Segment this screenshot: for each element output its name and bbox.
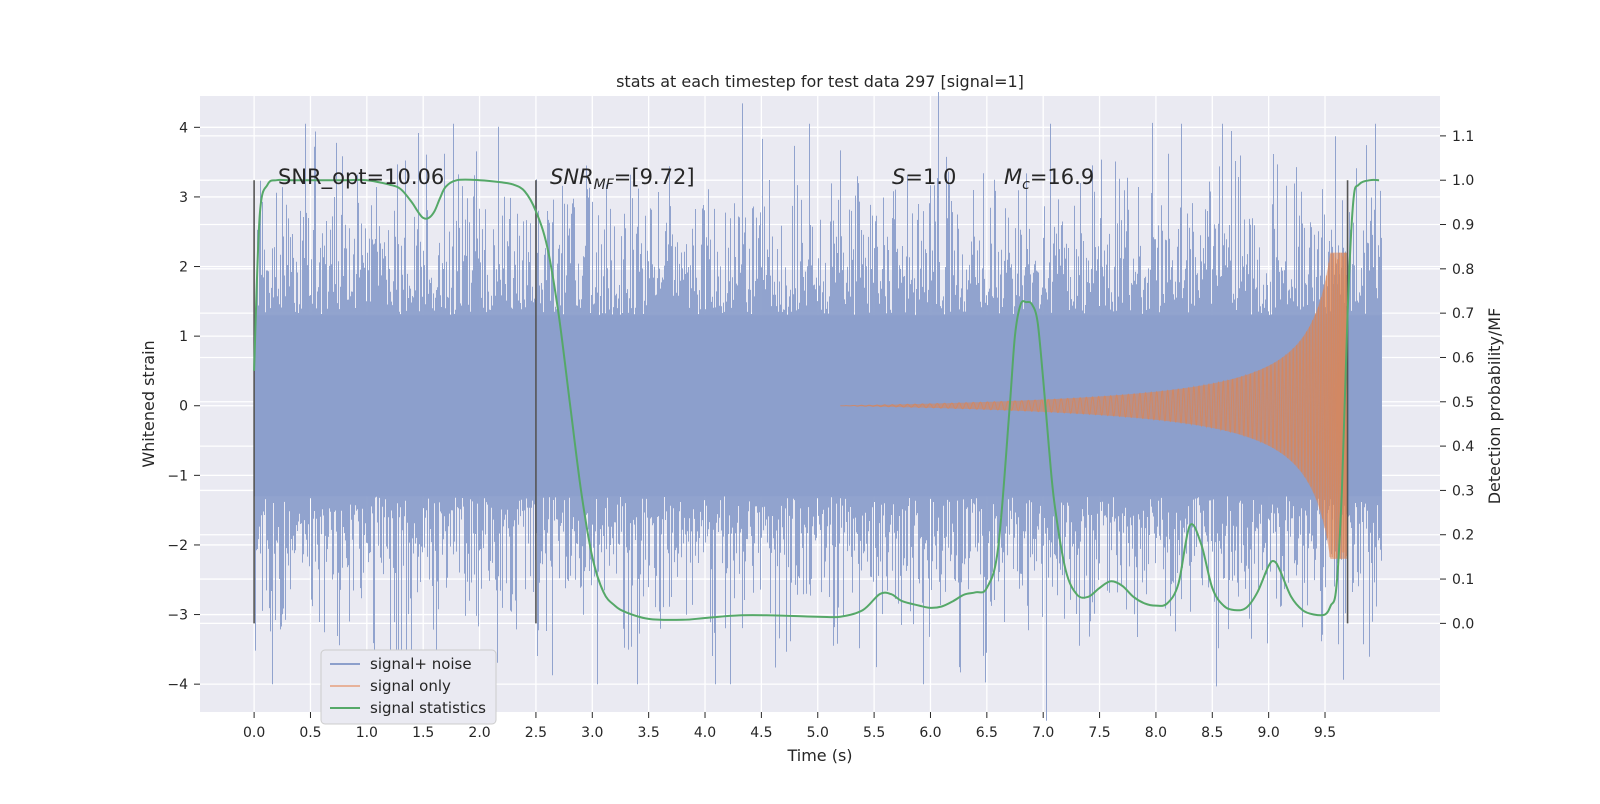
y2-axis-ticks: 1.1 1.0 0.9 0.8 0.7 0.6 0.5 0.4 0.3 0.2 0.1 0.0: [1440, 129, 1474, 632]
legend-box: [320, 649, 497, 725]
x-tick-label: 6.5: [976, 725, 998, 741]
y-tick-label: −1: [167, 468, 188, 484]
y2-tick-label: 1.0: [1452, 173, 1474, 189]
y2-tick-label: 1.1: [1452, 129, 1474, 145]
y2-tick-label: 0.6: [1452, 350, 1474, 366]
x-tick-label: 6.0: [919, 725, 941, 741]
signal-oscillation: [840, 252, 1348, 559]
y2-tick-label: 0.8: [1452, 262, 1474, 278]
x-axis-ticks: 0.0 0.5 1.0 1.5 2.0 2.5 3.0 3.5 4.0 4.5 5.0 5.5 6.0 6…: [243, 712, 1336, 741]
y2-tick-label: 0.4: [1452, 439, 1474, 455]
chart-title: stats at each timestep for test data 297…: [616, 72, 1024, 91]
y-tick-label: −4: [167, 677, 188, 693]
y2-tick-label: 0.0: [1452, 616, 1474, 632]
legend-label-signal-statistics: signal statistics: [370, 699, 486, 717]
x-tick-label: 2.0: [468, 725, 490, 741]
x-tick-label: 7.0: [1032, 725, 1054, 741]
y2-tick-label: 0.5: [1452, 395, 1474, 411]
annotation-mc-value: =16.9: [1030, 165, 1094, 189]
annotation-snr-mf-main: SNR: [550, 165, 594, 189]
vertical-markers: [253, 180, 1349, 624]
y2-tick-label: 0.3: [1452, 483, 1474, 499]
x-tick-label: 5.0: [807, 725, 829, 741]
annotation-s: S=1.0: [892, 165, 956, 189]
x-tick-label: 3.5: [638, 725, 660, 741]
y-tick-label: 4: [179, 120, 188, 136]
legend-label-signal-only: signal only: [370, 677, 451, 695]
x-axis-label: Time (s): [786, 746, 852, 765]
annotation-snr-mf-sub: MF: [594, 177, 615, 193]
y2-tick-label: 0.2: [1452, 528, 1474, 544]
x-tick-label: 4.5: [750, 725, 772, 741]
x-tick-label: 8.5: [1201, 725, 1223, 741]
annotation-mc-main: M: [1004, 165, 1022, 189]
stats-line: [253, 178, 1380, 621]
y-tick-label: −2: [167, 538, 188, 554]
legend-label-signal-noise: signal+ noise: [370, 655, 472, 673]
x-tick-label: 1.5: [412, 725, 434, 741]
series-signal-only: [840, 252, 1348, 559]
x-tick-label: 9.5: [1314, 725, 1336, 741]
x-tick-label: 3.0: [581, 725, 603, 741]
annotation-s-main: S: [892, 165, 905, 189]
annotation-snr-opt: SNR_opt=10.06: [278, 165, 444, 190]
y2-tick-label: 0.9: [1452, 218, 1474, 234]
annotation-s-value: =1.0: [905, 165, 956, 189]
x-tick-label: 7.5: [1088, 725, 1110, 741]
y-tick-label: 1: [179, 329, 188, 345]
annotation-snr-mf: SNRMF=[9.72]: [550, 165, 695, 193]
x-tick-label: 5.5: [863, 725, 885, 741]
y-axis-ticks: 4 3 2 1 0 −1 −2 −3 −4: [167, 120, 200, 693]
y-tick-label: 0: [179, 399, 188, 415]
annotation-mc-sub: c: [1022, 177, 1030, 193]
x-tick-label: 2.5: [525, 725, 547, 741]
y-tick-label: 3: [179, 190, 188, 206]
series-signal-statistics: [253, 178, 1380, 621]
annotation-snr-mf-value: =[9.72]: [614, 165, 695, 189]
x-tick-label: 8.0: [1145, 725, 1167, 741]
y-tick-label: −3: [167, 608, 188, 624]
y2-tick-label: 0.1: [1452, 572, 1474, 588]
x-tick-label: 0.0: [243, 725, 265, 741]
legend: signal+ noise signal only signal statist…: [320, 649, 497, 725]
y-tick-label: 2: [179, 260, 188, 276]
y2-tick-label: 0.7: [1452, 306, 1474, 322]
x-tick-label: 0.5: [299, 725, 321, 741]
x-tick-label: 1.0: [356, 725, 378, 741]
x-tick-label: 9.0: [1258, 725, 1280, 741]
annotation-mc: Mc=16.9: [1004, 165, 1094, 193]
y2-axis-label: Detection probability/MF: [1485, 308, 1504, 505]
y-axis-label: Whitened strain: [139, 340, 158, 467]
x-tick-label: 4.0: [694, 725, 716, 741]
